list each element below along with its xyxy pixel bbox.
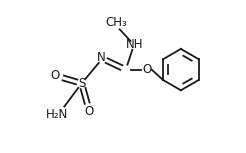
Text: O: O [85, 105, 94, 118]
Text: H₂N: H₂N [46, 108, 68, 121]
Text: O: O [142, 63, 152, 76]
Text: CH₃: CH₃ [105, 16, 127, 29]
Text: NH: NH [126, 38, 143, 51]
Text: S: S [78, 77, 85, 90]
Text: N: N [97, 51, 106, 64]
Text: O: O [50, 69, 59, 82]
